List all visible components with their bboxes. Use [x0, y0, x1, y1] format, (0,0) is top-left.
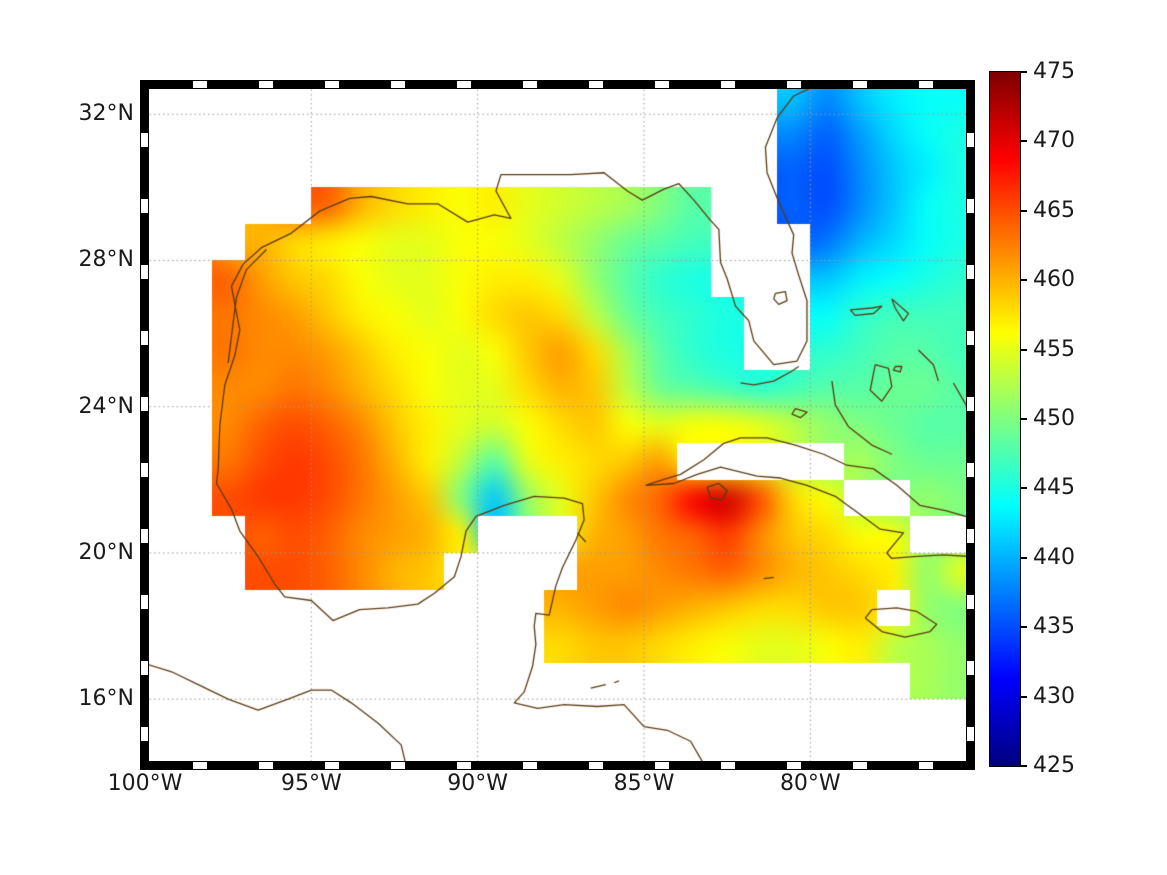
x-tick-label: 80°W: [779, 771, 841, 796]
colorbar-tick-mark: [1021, 626, 1027, 629]
y-tick-label: 16°N: [78, 686, 134, 712]
colorbar-tick-mark: [1021, 556, 1027, 559]
x-tick-label: 90°W: [447, 771, 509, 796]
map-frame-right: [966, 80, 975, 770]
map-frame-top: [140, 80, 975, 89]
colorbar-tick-mark: [1021, 695, 1027, 698]
x-tick-label: 85°W: [613, 771, 675, 796]
colorbar-tick-label: 430: [1033, 683, 1075, 709]
x-tick-label: 100°W: [107, 771, 183, 796]
map-frame-bottom: [140, 761, 975, 770]
colorbar-tick-label: 455: [1033, 336, 1075, 362]
map-plot-canvas: [145, 85, 970, 765]
colorbar-tick-mark: [1021, 765, 1027, 767]
colorbar-tick-label: 440: [1033, 544, 1075, 570]
y-tick-label: 32°N: [78, 101, 134, 127]
y-tick-label: 24°N: [78, 393, 134, 419]
colorbar-tick-mark: [1021, 279, 1027, 282]
y-tick-label: 20°N: [78, 539, 134, 565]
colorbar-tick-label: 435: [1033, 614, 1075, 640]
colorbar-tick-label: 475: [1033, 59, 1075, 84]
colorbar-tick-mark: [1021, 71, 1027, 73]
colorbar-tick-label: 445: [1033, 475, 1075, 501]
colorbar-tick-label: 425: [1033, 753, 1075, 778]
x-tick-label: 95°W: [280, 771, 342, 796]
colorbar-tick-mark: [1021, 140, 1027, 143]
map-frame-left: [140, 80, 149, 770]
colorbar-tick-label: 450: [1033, 406, 1075, 431]
colorbar-tick-mark: [1021, 487, 1027, 490]
colorbar-tick-mark: [1021, 209, 1027, 212]
colorbar-tick-mark: [1021, 348, 1027, 351]
colorbar-tick-label: 460: [1033, 267, 1075, 293]
y-tick-label: 28°N: [78, 247, 134, 273]
colorbar-gradient: [990, 72, 1020, 766]
colorbar-tick-mark: [1021, 418, 1027, 420]
colorbar-tick-label: 470: [1033, 128, 1075, 154]
colorbar-tick-label: 465: [1033, 197, 1075, 223]
